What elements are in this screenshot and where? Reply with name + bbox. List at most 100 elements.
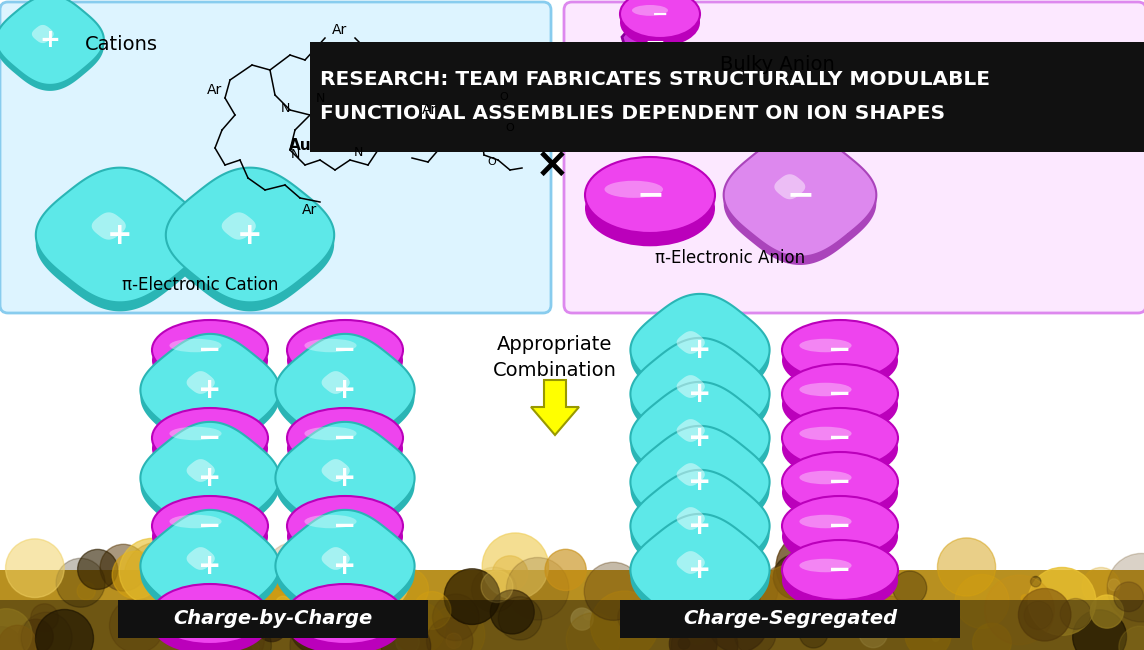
Circle shape [738, 572, 778, 611]
Circle shape [77, 582, 95, 600]
Text: N: N [291, 148, 300, 161]
FancyBboxPatch shape [564, 2, 1144, 313]
Circle shape [307, 573, 343, 610]
Circle shape [590, 591, 659, 650]
Text: −: − [333, 336, 357, 364]
Polygon shape [0, 1, 104, 91]
Polygon shape [35, 168, 204, 302]
Polygon shape [276, 341, 414, 454]
Ellipse shape [304, 603, 357, 616]
FancyBboxPatch shape [0, 600, 1144, 650]
Circle shape [188, 567, 209, 590]
Circle shape [800, 619, 828, 648]
Circle shape [688, 560, 700, 572]
Text: +: + [237, 220, 263, 250]
Text: −: − [644, 30, 666, 54]
Text: N: N [353, 146, 363, 159]
Ellipse shape [782, 419, 898, 478]
Ellipse shape [152, 419, 268, 478]
Circle shape [1024, 601, 1052, 629]
Ellipse shape [782, 540, 898, 600]
Ellipse shape [304, 339, 357, 352]
Ellipse shape [800, 427, 851, 440]
Circle shape [491, 590, 534, 634]
Ellipse shape [152, 408, 268, 468]
Ellipse shape [800, 383, 851, 396]
Circle shape [444, 569, 500, 625]
Polygon shape [676, 507, 705, 530]
Circle shape [545, 549, 586, 590]
Text: −: − [333, 424, 357, 452]
Polygon shape [276, 422, 414, 534]
Ellipse shape [782, 320, 898, 380]
Ellipse shape [304, 427, 357, 440]
Circle shape [773, 554, 818, 599]
Text: +: + [333, 376, 357, 404]
Polygon shape [622, 14, 678, 67]
Circle shape [710, 591, 736, 616]
Polygon shape [35, 177, 204, 311]
Ellipse shape [287, 496, 403, 556]
Ellipse shape [169, 515, 222, 528]
Ellipse shape [287, 584, 403, 644]
Circle shape [427, 618, 472, 650]
FancyArrow shape [531, 380, 579, 435]
Polygon shape [676, 375, 705, 398]
Circle shape [905, 612, 951, 650]
Circle shape [507, 558, 569, 620]
Circle shape [1073, 610, 1127, 650]
Text: −: − [828, 556, 851, 584]
Circle shape [701, 568, 713, 579]
Ellipse shape [782, 506, 898, 567]
FancyBboxPatch shape [310, 42, 1144, 152]
Text: Charge-by-Charge: Charge-by-Charge [174, 610, 373, 629]
Circle shape [955, 575, 1009, 629]
Circle shape [873, 596, 906, 629]
Ellipse shape [604, 181, 664, 198]
FancyBboxPatch shape [0, 570, 1144, 650]
Ellipse shape [169, 603, 222, 616]
Circle shape [276, 596, 291, 610]
Circle shape [618, 601, 651, 633]
Polygon shape [166, 177, 334, 311]
Circle shape [859, 619, 888, 647]
Text: +: + [198, 552, 222, 580]
Polygon shape [32, 25, 54, 43]
Polygon shape [630, 382, 770, 494]
Circle shape [492, 556, 527, 592]
Text: +: + [333, 464, 357, 492]
Polygon shape [141, 430, 279, 541]
Polygon shape [676, 331, 705, 354]
Circle shape [388, 569, 429, 609]
Text: −: − [828, 468, 851, 496]
Circle shape [1090, 595, 1123, 628]
Polygon shape [630, 434, 770, 545]
Ellipse shape [152, 330, 268, 391]
Circle shape [972, 623, 1011, 650]
Text: −: − [652, 5, 668, 23]
Circle shape [289, 595, 349, 650]
Circle shape [708, 584, 721, 597]
Polygon shape [774, 174, 805, 200]
Text: N: N [316, 92, 325, 105]
Circle shape [571, 608, 593, 630]
Text: −: − [828, 336, 851, 364]
Circle shape [100, 544, 146, 591]
Ellipse shape [782, 374, 898, 434]
Text: +: + [689, 424, 712, 452]
Ellipse shape [585, 157, 715, 233]
Circle shape [56, 558, 105, 607]
Circle shape [428, 606, 485, 650]
Text: +: + [198, 464, 222, 492]
Circle shape [413, 592, 451, 629]
Circle shape [1060, 599, 1091, 629]
Text: −: − [828, 380, 851, 408]
Circle shape [678, 638, 690, 649]
Polygon shape [276, 430, 414, 541]
Text: π-Electronic Anion: π-Electronic Anion [654, 249, 805, 267]
Polygon shape [321, 547, 350, 570]
Ellipse shape [304, 515, 357, 528]
FancyBboxPatch shape [620, 600, 960, 638]
Circle shape [207, 555, 238, 587]
Text: O: O [506, 123, 515, 133]
